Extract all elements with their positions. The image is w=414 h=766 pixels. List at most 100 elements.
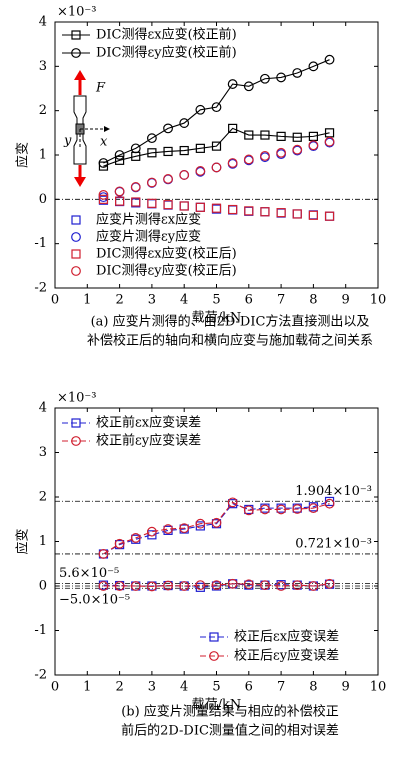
marker [276,147,287,158]
unit-label: ×10⁻³ [57,391,97,406]
legend-marker [71,30,81,40]
inset-label: y [63,134,72,149]
y-axis-label: 应变 [15,142,31,168]
x-axis-label: 载荷/kN [192,311,242,326]
x-tick-label: 3 [148,293,156,308]
marker [195,580,206,591]
legend-label: 应变片测得εy应变 [96,229,201,245]
series [98,123,335,171]
specimen-inset: F x y [63,70,110,187]
x-tick-label: 4 [180,293,188,308]
x-tick-label: 8 [309,680,317,695]
marker [227,79,238,89]
marker [308,210,318,220]
marker [324,211,335,221]
x-tick-label: 7 [277,680,285,695]
marker [179,145,189,156]
marker [244,206,254,216]
marker [276,208,286,218]
x-tick-label: 0 [51,293,59,308]
series [98,497,335,559]
marker [146,177,157,188]
marker [260,130,270,140]
marker [98,158,109,168]
marker [130,143,141,154]
marker [114,150,125,160]
marker [292,68,303,78]
marker [324,211,335,221]
series [98,136,335,200]
marker [292,580,303,591]
x-tick-label: 5 [212,680,220,695]
legend-label: 校正后εx应变误差 [234,629,339,645]
legend-marker [71,232,81,242]
marker [179,170,190,180]
marker [114,196,125,207]
y-tick-label: 1 [39,148,47,163]
series-line [103,127,330,167]
y-tick-label: 2 [39,490,47,505]
marker [243,81,254,92]
marker [147,198,157,208]
marker [195,143,205,153]
marker [130,581,141,591]
marker [276,208,286,218]
legend-label: DIC测得εy应变(校正前) [96,45,237,61]
marker [244,130,254,140]
marker [324,578,335,589]
y-tick-label: 0 [39,192,47,207]
caption: 补偿校正后的轴向和横向应变与施加载荷之间关系 [87,333,373,349]
series-line [103,583,330,587]
x-tick-label: 7 [277,293,285,308]
reference-label: −5.0×10⁻⁵ [59,593,130,608]
marker [114,155,125,165]
marker [146,581,157,592]
legend-label: 应变片测得εx应变 [96,212,201,228]
marker [131,197,141,207]
series-line [103,500,330,555]
legend-marker [71,249,81,259]
marker [130,182,141,192]
marker [308,581,319,591]
marker [147,148,157,158]
marker [130,533,141,543]
legend-marker [71,48,81,58]
series [98,578,335,592]
x-tick-label: 6 [245,293,253,308]
y-tick-label: 4 [39,401,47,416]
marker [179,523,190,534]
reference-label: 5.6×10⁻⁵ [59,566,119,581]
y-tick-label: 3 [39,445,47,460]
marker [163,524,173,534]
x-tick-label: 1 [83,680,91,695]
marker [244,206,254,216]
marker [163,123,173,134]
marker [211,102,222,113]
marker [146,526,157,537]
marker [292,144,303,155]
marker [147,530,157,540]
marker [243,505,254,516]
marker [211,517,222,528]
legend-label: 校正后εy应变误差 [234,648,339,664]
marker [308,210,318,220]
inset-label: F [95,81,106,96]
marker [228,204,238,215]
unit-label: ×10⁻³ [57,5,97,20]
y-tick-label: -1 [34,623,47,638]
legend-marker [71,418,81,428]
legend-marker [209,651,219,661]
marker [276,504,287,515]
y-tick-label: 3 [39,59,47,74]
marker [179,201,189,211]
marker [324,54,335,65]
x-tick-label: 8 [309,293,317,308]
y-tick-label: 4 [39,15,47,30]
marker [243,579,254,590]
x-tick-label: 9 [342,293,350,308]
marker [211,162,222,173]
marker [260,504,270,515]
y-tick-label: -1 [34,236,47,251]
marker [147,199,157,209]
